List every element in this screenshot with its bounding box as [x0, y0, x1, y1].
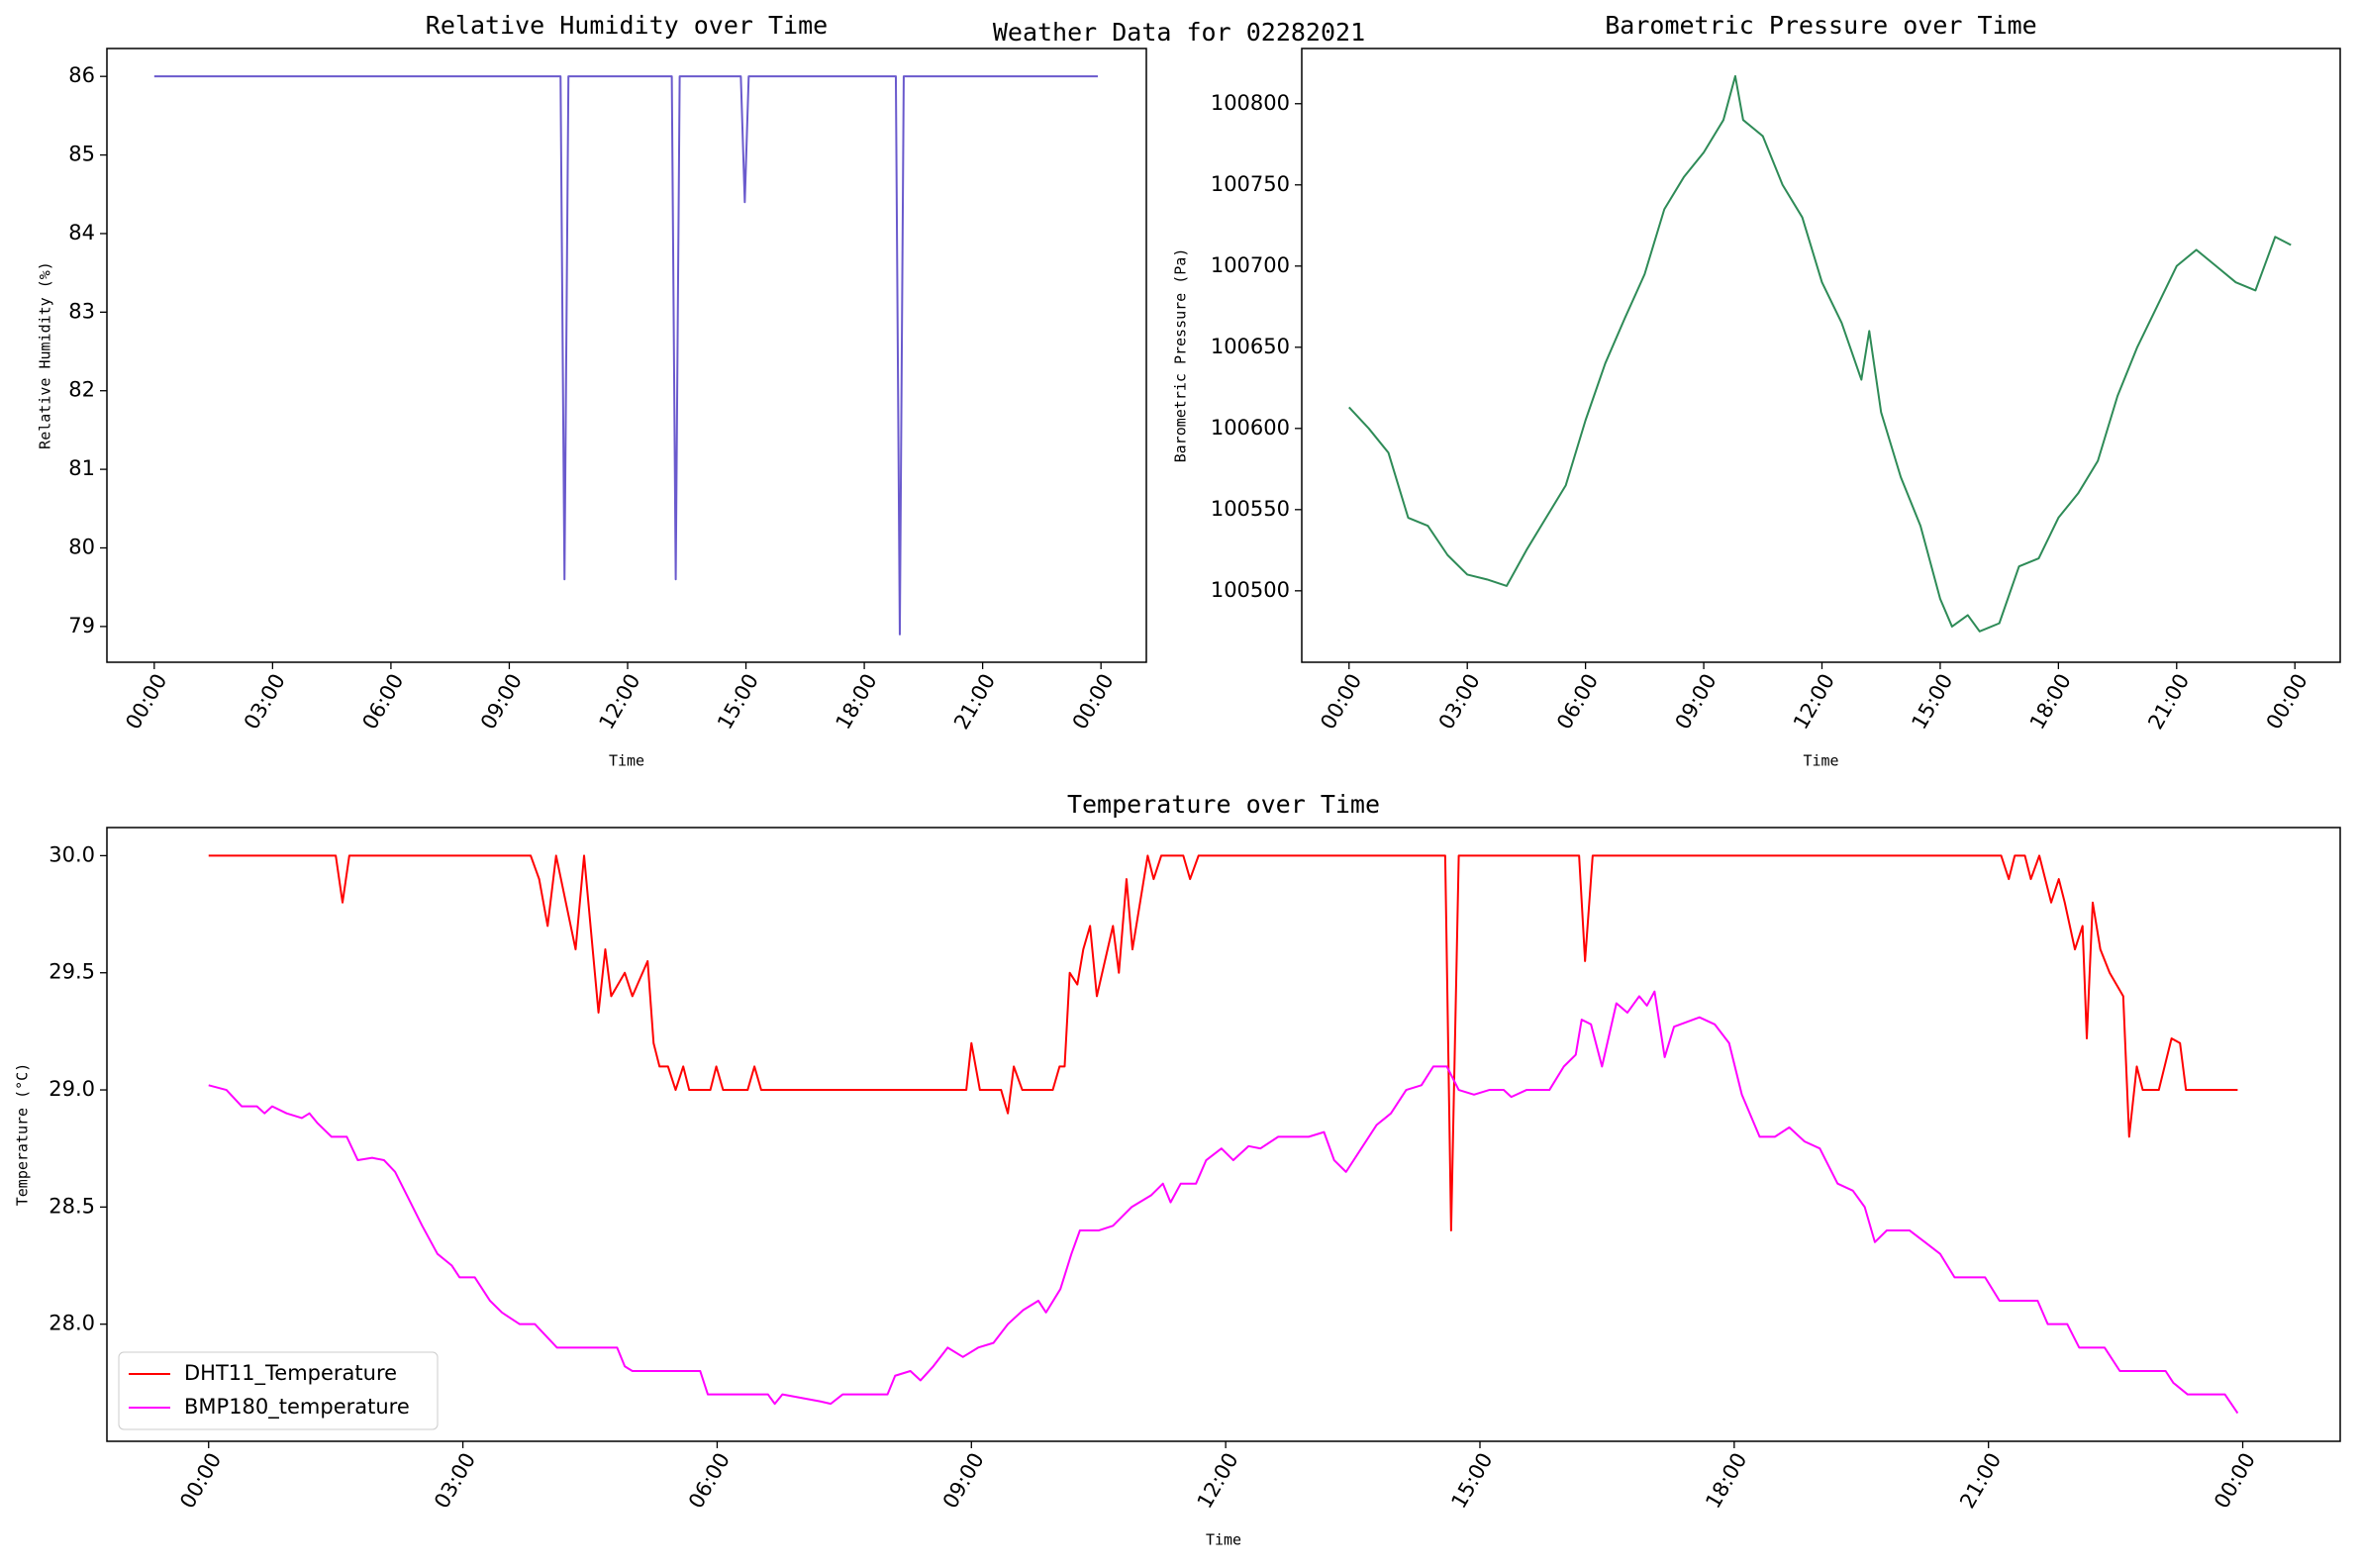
- x-tick-label: 15:00: [713, 670, 763, 734]
- x-tick-label: 06:00: [1552, 670, 1603, 734]
- x-tick-label: 00:00: [175, 1449, 226, 1513]
- y-tick-label: 100700: [1211, 253, 1290, 277]
- x-tick-label: 00:00: [121, 670, 171, 734]
- data-line: [208, 990, 2239, 1415]
- chart-title: Relative Humidity over Time: [426, 11, 828, 40]
- x-tick-label: 06:00: [357, 670, 408, 734]
- y-tick-label: 30.0: [49, 842, 95, 866]
- x-tick-label: 15:00: [1907, 670, 1957, 734]
- legend-label: DHT11_Temperature: [184, 1361, 397, 1386]
- data-line: [208, 854, 2238, 1232]
- y-tick-label: 80: [68, 535, 95, 558]
- legend: DHT11_Temperature BMP180_temperature: [118, 1351, 439, 1430]
- x-tick-label: 15:00: [1446, 1449, 1497, 1513]
- y-tick-label: 86: [68, 63, 95, 87]
- x-tick-label: 18:00: [832, 670, 882, 734]
- x-tick-label: 12:00: [594, 670, 644, 734]
- x-tick-label: 00:00: [1068, 670, 1119, 734]
- x-axis-label: Time: [609, 752, 644, 770]
- y-tick-label: 100500: [1211, 578, 1290, 602]
- x-tick-label: 21:00: [949, 670, 1000, 734]
- plot-frame: [1301, 48, 2341, 663]
- x-tick-label: 00:00: [1316, 670, 1366, 734]
- y-tick-label: 82: [68, 378, 95, 402]
- y-tick-label: 84: [68, 221, 95, 245]
- x-tick-label: 18:00: [2025, 670, 2076, 734]
- x-tick-label: 21:00: [2143, 670, 2194, 734]
- y-tick-label: 100650: [1211, 335, 1290, 358]
- y-tick-label: 79: [68, 614, 95, 637]
- figure-title: Weather Data for 02282021: [993, 18, 1365, 47]
- y-tick-label: 28.0: [49, 1312, 95, 1335]
- x-tick-label: 12:00: [1193, 1449, 1243, 1513]
- y-tick-label: 28.5: [49, 1194, 95, 1218]
- x-tick-label: 03:00: [430, 1449, 480, 1513]
- y-tick-label: 100750: [1211, 172, 1290, 196]
- x-tick-label: 00:00: [2210, 1449, 2260, 1513]
- y-tick-label: 100550: [1211, 497, 1290, 521]
- x-tick-label: 00:00: [2262, 670, 2312, 734]
- y-axis-label: Relative Humidity (%): [37, 261, 54, 449]
- x-tick-label: 03:00: [1434, 670, 1485, 734]
- data-line: [1348, 74, 2292, 633]
- x-tick-label: 21:00: [1955, 1449, 2006, 1513]
- legend-box: [118, 1351, 439, 1430]
- y-tick-label: 29.5: [49, 960, 95, 984]
- y-axis-label: Temperature (°C): [14, 1063, 32, 1207]
- x-tick-label: 09:00: [476, 670, 527, 734]
- x-tick-label: 12:00: [1789, 670, 1839, 734]
- y-tick-label: 85: [68, 143, 95, 166]
- y-axis-label: Barometric Pressure (Pa): [1172, 248, 1190, 463]
- chart-title: Barometric Pressure over Time: [1605, 11, 2037, 40]
- y-tick-label: 100600: [1211, 416, 1290, 440]
- chart-title: Temperature over Time: [1067, 790, 1380, 819]
- x-tick-label: 09:00: [1671, 670, 1721, 734]
- x-tick-label: 09:00: [938, 1449, 989, 1513]
- plot-frame: [106, 827, 2341, 1442]
- y-tick-label: 100800: [1211, 91, 1290, 115]
- x-tick-label: 06:00: [684, 1449, 735, 1513]
- x-axis-label: Time: [1803, 752, 1838, 770]
- y-tick-label: 29.0: [49, 1077, 95, 1101]
- x-tick-label: 03:00: [240, 670, 290, 734]
- plot-frame: [106, 48, 1147, 663]
- y-tick-label: 83: [68, 299, 95, 323]
- y-tick-label: 81: [68, 456, 95, 480]
- legend-label: BMP180_temperature: [184, 1395, 410, 1420]
- x-tick-label: 18:00: [1701, 1449, 1751, 1513]
- data-line: [153, 75, 1098, 636]
- x-axis-label: Time: [1206, 1531, 1241, 1549]
